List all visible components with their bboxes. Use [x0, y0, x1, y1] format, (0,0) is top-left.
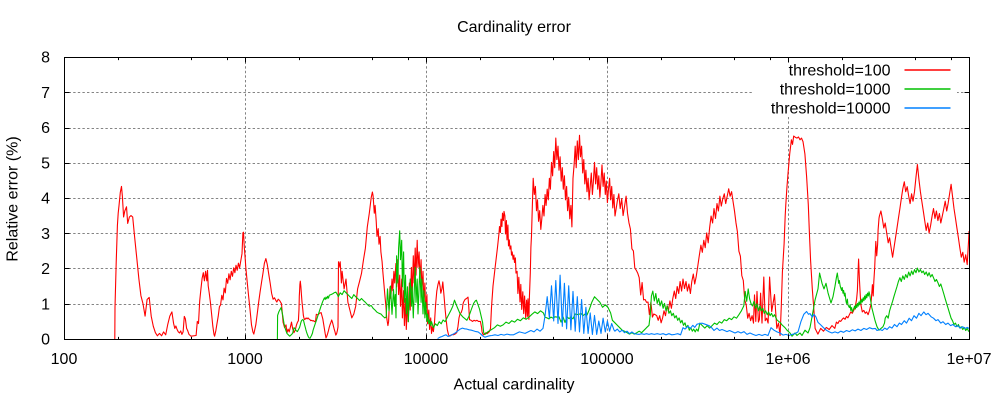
svg-text:100000: 100000 [580, 351, 633, 368]
svg-text:6: 6 [41, 120, 50, 137]
svg-text:Cardinality error: Cardinality error [457, 19, 571, 36]
svg-text:8: 8 [41, 50, 50, 67]
svg-text:1e+06: 1e+06 [766, 351, 811, 368]
svg-text:1e+07: 1e+07 [947, 351, 992, 368]
svg-text:0: 0 [41, 332, 50, 349]
svg-text:threshold=10000: threshold=10000 [771, 101, 891, 118]
svg-text:10000: 10000 [404, 351, 449, 368]
svg-text:4: 4 [41, 191, 50, 208]
svg-text:threshold=1000: threshold=1000 [780, 82, 891, 99]
svg-text:100: 100 [51, 351, 78, 368]
svg-text:Actual cardinality: Actual cardinality [454, 377, 575, 394]
svg-text:Relative error (%): Relative error (%) [5, 136, 22, 261]
svg-text:1000: 1000 [227, 351, 263, 368]
svg-text:7: 7 [41, 85, 50, 102]
svg-text:threshold=100: threshold=100 [789, 63, 891, 80]
svg-text:2: 2 [41, 261, 50, 278]
svg-text:1: 1 [41, 296, 50, 313]
svg-text:5: 5 [41, 155, 50, 172]
svg-text:3: 3 [41, 226, 50, 243]
